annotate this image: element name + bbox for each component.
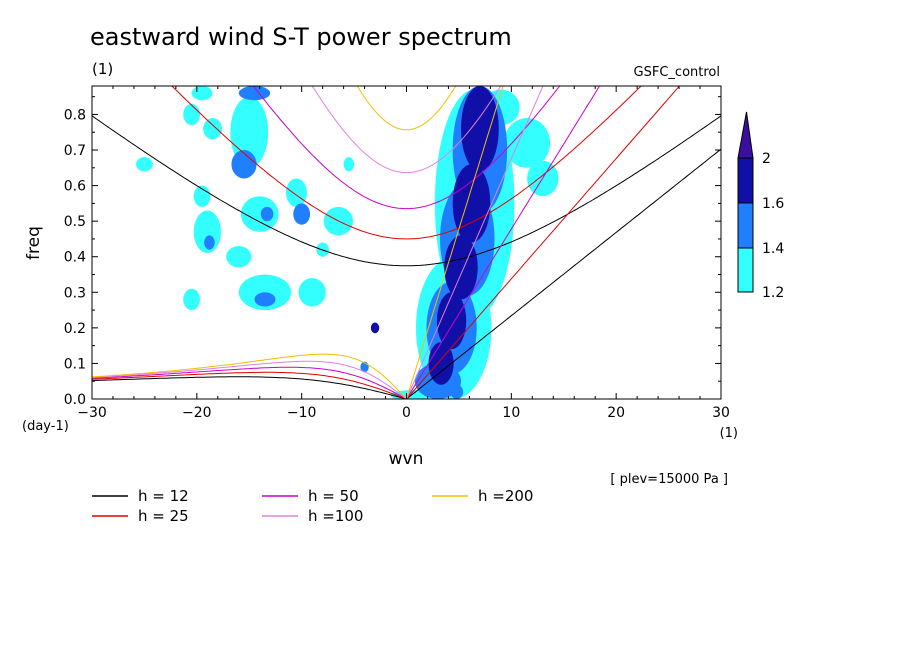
legend-label-h200: h =200 xyxy=(478,487,533,505)
kelvin-curve-h50 xyxy=(406,86,601,399)
x-tick-label: −20 xyxy=(182,405,212,421)
colorbar-label: 1.2 xyxy=(762,285,784,301)
power-region-34 xyxy=(461,86,499,172)
power-contours xyxy=(136,86,559,399)
colorbar-label: 2 xyxy=(762,151,771,167)
y-tick-label: 0.1 xyxy=(64,356,86,372)
chart-subtitle-right: GSFC_control xyxy=(634,65,720,80)
power-region-20 xyxy=(343,157,355,172)
x-axis-label: wvn xyxy=(389,449,424,469)
power-region-16 xyxy=(183,103,200,126)
power-region-2 xyxy=(503,118,551,168)
power-region-28 xyxy=(204,235,215,250)
kelvin-curve-h12 xyxy=(406,148,721,399)
plot-frame xyxy=(91,85,722,400)
kelvin-curve-h25 xyxy=(406,86,681,399)
power-region-10 xyxy=(298,278,326,307)
power-region-39 xyxy=(370,322,380,334)
y-tick-label: 0.3 xyxy=(64,285,86,301)
chart-title: eastward wind S-T power spectrum xyxy=(90,23,512,51)
power-region-32 xyxy=(293,203,311,225)
x-unit-label: (1) xyxy=(720,426,738,441)
axis-ticks: −30 −20 −10 0 10 20 30 0.0 0.1 0.2 0.3 0.4 0.5 0.6 0.7… xyxy=(64,86,730,421)
chart-subtitle-left: (1) xyxy=(92,60,113,78)
x-tick-label: 20 xyxy=(607,405,625,421)
x-tick-label: 0 xyxy=(402,405,411,421)
power-region-6 xyxy=(240,196,279,232)
power-region-18 xyxy=(191,86,213,101)
colorbar: 1.2 1.4 1.6 2 xyxy=(737,111,784,301)
legend-label-h25: h = 25 xyxy=(138,507,189,525)
kelvin-curve-h200 xyxy=(406,86,504,399)
power-region-37 xyxy=(436,292,467,350)
power-region-8 xyxy=(226,246,252,268)
x-tick-label: 30 xyxy=(712,405,730,421)
power-region-33 xyxy=(450,384,464,399)
power-region-9 xyxy=(238,274,292,311)
power-region-15 xyxy=(203,118,222,140)
power-region-36 xyxy=(444,235,478,300)
rossby-curve-h50 xyxy=(92,366,407,399)
power-region-35 xyxy=(452,164,491,243)
x-tick-label: −30 xyxy=(77,405,107,421)
colorbar-box-0 xyxy=(737,247,754,293)
colorbar-label: 1.6 xyxy=(762,196,784,212)
y-unit-label: (day-1) xyxy=(22,419,69,434)
gravity-curve-h25 xyxy=(171,86,642,240)
legend-label-h50: h = 50 xyxy=(308,487,359,505)
gravity-curve-h50 xyxy=(252,86,561,210)
power-region-12 xyxy=(285,178,307,207)
rossby-curve-h12 xyxy=(92,376,407,399)
y-axis-label: freq xyxy=(24,226,44,260)
x-tick-label: −10 xyxy=(287,405,317,421)
kelvin-curve-h100 xyxy=(406,86,544,399)
power-region-13 xyxy=(183,288,200,311)
dispersion-curves xyxy=(92,86,721,399)
gravity-curve-h100 xyxy=(311,86,502,174)
legend: h = 12 h = 25 h = 50 h =100 h =200 xyxy=(92,487,533,525)
gravity-curve-h200 xyxy=(356,86,457,131)
rossby-curve-h25 xyxy=(92,371,407,399)
plot-area: −30 −20 −10 0 10 20 30 0.0 0.1 0.2 0.3 0.4 0.5 0.6 0.7… xyxy=(64,85,730,421)
y-tick-label: 0.8 xyxy=(64,107,86,123)
power-region-27 xyxy=(260,206,274,222)
y-tick-label: 0.2 xyxy=(64,321,86,337)
y-tick-label: 0.4 xyxy=(64,250,86,266)
legend-label-h100: h =100 xyxy=(308,507,363,525)
colorbar-top-triangle xyxy=(737,111,754,159)
y-tick-label: 0.7 xyxy=(64,143,86,159)
plev-note: [ plev=15000 Pa ] xyxy=(610,472,728,487)
power-region-14 xyxy=(136,157,153,172)
power-region-29 xyxy=(254,292,276,307)
legend-label-h12: h = 12 xyxy=(138,487,189,505)
colorbar-box-2 xyxy=(737,157,754,204)
y-tick-label: 0.5 xyxy=(64,214,86,230)
rossby-curve-h200 xyxy=(92,353,407,399)
y-tick-label: 0.6 xyxy=(64,179,86,195)
rossby-curve-h100 xyxy=(92,360,407,399)
power-region-26 xyxy=(231,150,257,179)
colorbar-box-1 xyxy=(737,202,754,249)
y-tick-label: 0.0 xyxy=(64,392,86,408)
gravity-curve-h12 xyxy=(92,115,721,267)
colorbar-label: 1.4 xyxy=(762,241,784,257)
x-tick-label: 10 xyxy=(502,405,520,421)
